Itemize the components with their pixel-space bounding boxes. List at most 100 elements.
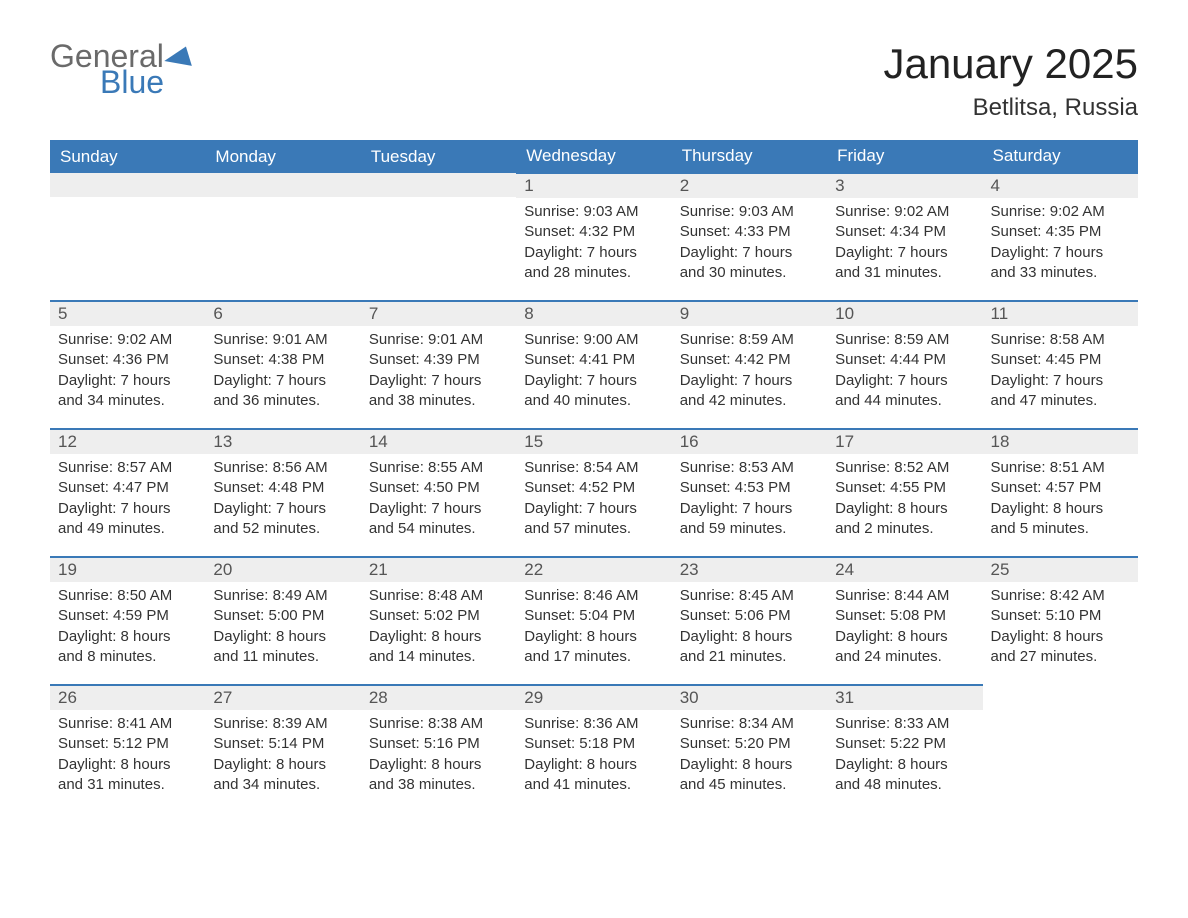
day2-line: and 38 minutes.	[369, 391, 508, 411]
calendar-cell	[361, 173, 516, 301]
day2-line: and 40 minutes.	[524, 391, 663, 411]
sunrise-line: Sunrise: 9:01 AM	[369, 330, 508, 350]
day-number: 10	[827, 302, 982, 326]
day1-line: Daylight: 7 hours	[369, 371, 508, 391]
day-body: Sunrise: 9:01 AMSunset: 4:39 PMDaylight:…	[361, 326, 516, 421]
day-number: 4	[983, 174, 1138, 198]
calendar-cell: 15Sunrise: 8:54 AMSunset: 4:52 PMDayligh…	[516, 429, 671, 557]
calendar-cell: 19Sunrise: 8:50 AMSunset: 4:59 PMDayligh…	[50, 557, 205, 685]
day2-line: and 36 minutes.	[213, 391, 352, 411]
calendar-cell: 10Sunrise: 8:59 AMSunset: 4:44 PMDayligh…	[827, 301, 982, 429]
sunset-line: Sunset: 4:57 PM	[991, 478, 1130, 498]
day-body: Sunrise: 8:56 AMSunset: 4:48 PMDaylight:…	[205, 454, 360, 549]
day1-line: Daylight: 8 hours	[58, 627, 197, 647]
day1-line: Daylight: 7 hours	[58, 371, 197, 391]
day1-line: Daylight: 8 hours	[524, 755, 663, 775]
calendar-week-row: 1Sunrise: 9:03 AMSunset: 4:32 PMDaylight…	[50, 173, 1138, 301]
sunset-line: Sunset: 5:10 PM	[991, 606, 1130, 626]
sunset-line: Sunset: 4:47 PM	[58, 478, 197, 498]
day2-line: and 33 minutes.	[991, 263, 1130, 283]
day2-line: and 8 minutes.	[58, 647, 197, 667]
day-body: Sunrise: 9:03 AMSunset: 4:33 PMDaylight:…	[672, 198, 827, 293]
day-number: 9	[672, 302, 827, 326]
day1-line: Daylight: 8 hours	[991, 499, 1130, 519]
day-body: Sunrise: 9:00 AMSunset: 4:41 PMDaylight:…	[516, 326, 671, 421]
day-body: Sunrise: 8:42 AMSunset: 5:10 PMDaylight:…	[983, 582, 1138, 677]
day-number: 24	[827, 558, 982, 582]
sunrise-line: Sunrise: 8:49 AM	[213, 586, 352, 606]
calendar-cell: 8Sunrise: 9:00 AMSunset: 4:41 PMDaylight…	[516, 301, 671, 429]
sunset-line: Sunset: 4:50 PM	[369, 478, 508, 498]
logo-triangle-icon	[164, 44, 199, 66]
day-body: Sunrise: 8:34 AMSunset: 5:20 PMDaylight:…	[672, 710, 827, 805]
day-number: 2	[672, 174, 827, 198]
calendar-cell: 9Sunrise: 8:59 AMSunset: 4:42 PMDaylight…	[672, 301, 827, 429]
day-header: Thursday	[672, 140, 827, 173]
day-number: 20	[205, 558, 360, 582]
day1-line: Daylight: 7 hours	[58, 499, 197, 519]
day-number: 26	[50, 686, 205, 710]
sunrise-line: Sunrise: 8:59 AM	[680, 330, 819, 350]
day2-line: and 31 minutes.	[835, 263, 974, 283]
day2-line: and 27 minutes.	[991, 647, 1130, 667]
day-header: Wednesday	[516, 140, 671, 173]
day1-line: Daylight: 7 hours	[680, 243, 819, 263]
calendar-cell: 20Sunrise: 8:49 AMSunset: 5:00 PMDayligh…	[205, 557, 360, 685]
calendar-cell: 30Sunrise: 8:34 AMSunset: 5:20 PMDayligh…	[672, 685, 827, 813]
calendar-cell: 26Sunrise: 8:41 AMSunset: 5:12 PMDayligh…	[50, 685, 205, 813]
sunrise-line: Sunrise: 8:54 AM	[524, 458, 663, 478]
sunrise-line: Sunrise: 9:03 AM	[680, 202, 819, 222]
day1-line: Daylight: 8 hours	[213, 627, 352, 647]
calendar-cell: 13Sunrise: 8:56 AMSunset: 4:48 PMDayligh…	[205, 429, 360, 557]
calendar-cell	[983, 685, 1138, 813]
day-number: 1	[516, 174, 671, 198]
day-body: Sunrise: 8:57 AMSunset: 4:47 PMDaylight:…	[50, 454, 205, 549]
calendar-cell: 18Sunrise: 8:51 AMSunset: 4:57 PMDayligh…	[983, 429, 1138, 557]
sunset-line: Sunset: 5:06 PM	[680, 606, 819, 626]
day-body: Sunrise: 8:39 AMSunset: 5:14 PMDaylight:…	[205, 710, 360, 805]
calendar-cell: 3Sunrise: 9:02 AMSunset: 4:34 PMDaylight…	[827, 173, 982, 301]
page-header: General Blue January 2025 Betlitsa, Russ…	[50, 40, 1138, 122]
day-body: Sunrise: 8:38 AMSunset: 5:16 PMDaylight:…	[361, 710, 516, 805]
calendar-table: Sunday Monday Tuesday Wednesday Thursday…	[50, 140, 1138, 813]
day-body: Sunrise: 8:51 AMSunset: 4:57 PMDaylight:…	[983, 454, 1138, 549]
sunset-line: Sunset: 5:22 PM	[835, 734, 974, 754]
day-header: Tuesday	[361, 140, 516, 173]
sunset-line: Sunset: 5:14 PM	[213, 734, 352, 754]
day-number: 27	[205, 686, 360, 710]
day2-line: and 42 minutes.	[680, 391, 819, 411]
day-number: 5	[50, 302, 205, 326]
day2-line: and 14 minutes.	[369, 647, 508, 667]
sunrise-line: Sunrise: 8:50 AM	[58, 586, 197, 606]
day2-line: and 45 minutes.	[680, 775, 819, 795]
day2-line: and 11 minutes.	[213, 647, 352, 667]
day1-line: Daylight: 7 hours	[991, 371, 1130, 391]
day-body: Sunrise: 8:45 AMSunset: 5:06 PMDaylight:…	[672, 582, 827, 677]
sunset-line: Sunset: 4:33 PM	[680, 222, 819, 242]
sunset-line: Sunset: 4:41 PM	[524, 350, 663, 370]
sunset-line: Sunset: 4:59 PM	[58, 606, 197, 626]
calendar-cell: 22Sunrise: 8:46 AMSunset: 5:04 PMDayligh…	[516, 557, 671, 685]
day-body: Sunrise: 8:58 AMSunset: 4:45 PMDaylight:…	[983, 326, 1138, 421]
day2-line: and 59 minutes.	[680, 519, 819, 539]
calendar-week-row: 19Sunrise: 8:50 AMSunset: 4:59 PMDayligh…	[50, 557, 1138, 685]
day-body: Sunrise: 8:54 AMSunset: 4:52 PMDaylight:…	[516, 454, 671, 549]
day-number: 15	[516, 430, 671, 454]
sunset-line: Sunset: 5:16 PM	[369, 734, 508, 754]
sunset-line: Sunset: 4:34 PM	[835, 222, 974, 242]
sunset-line: Sunset: 4:42 PM	[680, 350, 819, 370]
calendar-cell	[205, 173, 360, 301]
day-number: 22	[516, 558, 671, 582]
calendar-cell: 23Sunrise: 8:45 AMSunset: 5:06 PMDayligh…	[672, 557, 827, 685]
day1-line: Daylight: 8 hours	[835, 499, 974, 519]
day2-line: and 47 minutes.	[991, 391, 1130, 411]
day1-line: Daylight: 8 hours	[58, 755, 197, 775]
calendar-week-row: 12Sunrise: 8:57 AMSunset: 4:47 PMDayligh…	[50, 429, 1138, 557]
day2-line: and 54 minutes.	[369, 519, 508, 539]
sunrise-line: Sunrise: 9:02 AM	[835, 202, 974, 222]
sunset-line: Sunset: 4:38 PM	[213, 350, 352, 370]
sunrise-line: Sunrise: 9:01 AM	[213, 330, 352, 350]
sunrise-line: Sunrise: 8:41 AM	[58, 714, 197, 734]
day-body: Sunrise: 9:01 AMSunset: 4:38 PMDaylight:…	[205, 326, 360, 421]
sunset-line: Sunset: 5:20 PM	[680, 734, 819, 754]
